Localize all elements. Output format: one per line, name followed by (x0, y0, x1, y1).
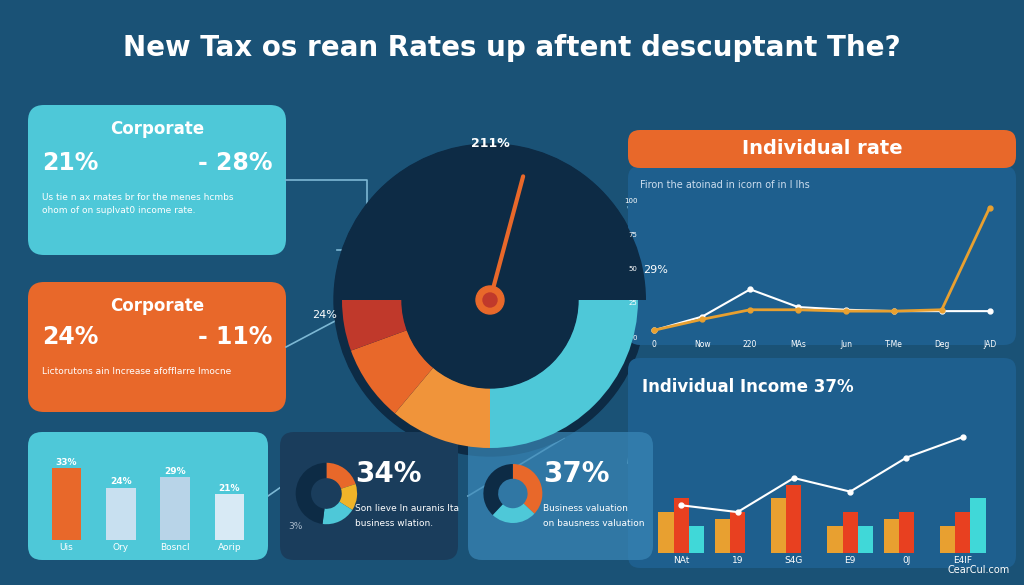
FancyBboxPatch shape (628, 358, 1016, 568)
Text: 33%: 33% (56, 458, 78, 467)
Text: - 28%: - 28% (198, 151, 272, 175)
Wedge shape (493, 504, 535, 523)
FancyBboxPatch shape (628, 130, 1016, 168)
Text: Individual Income 37%: Individual Income 37% (642, 378, 854, 396)
Circle shape (483, 293, 497, 307)
Text: - 11%: - 11% (198, 325, 272, 349)
Bar (955, 512, 971, 553)
Text: 34%: 34% (355, 460, 422, 488)
FancyBboxPatch shape (28, 282, 286, 412)
Bar (971, 498, 986, 553)
Text: 37%: 37% (543, 460, 609, 488)
Bar (940, 526, 955, 553)
FancyBboxPatch shape (468, 432, 653, 560)
Text: CearCul.com: CearCul.com (948, 565, 1010, 575)
Text: Individual rate: Individual rate (741, 139, 902, 159)
Text: 21%: 21% (219, 484, 241, 493)
Bar (51, 468, 82, 540)
Wedge shape (339, 484, 357, 510)
Text: 3%: 3% (288, 522, 302, 531)
Text: New Tax os rean Rates up aftent descuptant The?: New Tax os rean Rates up aftent descupta… (123, 34, 901, 62)
Text: Corporate: Corporate (110, 297, 204, 315)
Text: Business valuation: Business valuation (543, 504, 628, 513)
Wedge shape (334, 144, 646, 300)
Circle shape (334, 144, 646, 456)
Bar (843, 512, 858, 553)
Wedge shape (327, 463, 355, 488)
Text: Us tie n ax rnates br for the menes hcmbs
ohom of on suplvat0 income rate.: Us tie n ax rnates br for the menes hcmb… (42, 193, 233, 215)
Text: 21%: 21% (42, 151, 98, 175)
Text: 29%: 29% (164, 467, 186, 476)
Wedge shape (342, 300, 408, 350)
Bar (771, 498, 786, 553)
FancyBboxPatch shape (28, 105, 286, 255)
Bar (786, 485, 802, 553)
Circle shape (476, 286, 504, 314)
FancyBboxPatch shape (280, 432, 458, 560)
Bar (214, 494, 245, 540)
FancyBboxPatch shape (628, 166, 1016, 345)
Text: 24%: 24% (42, 325, 98, 349)
Bar (730, 512, 745, 553)
Bar (658, 512, 674, 553)
Text: business wlation.: business wlation. (355, 519, 433, 528)
Text: 24%: 24% (312, 310, 337, 320)
Bar (160, 477, 190, 540)
Wedge shape (490, 300, 638, 448)
Bar (884, 519, 899, 553)
FancyBboxPatch shape (28, 432, 268, 560)
Text: 29%: 29% (643, 265, 668, 275)
Wedge shape (513, 464, 543, 514)
Bar (689, 526, 703, 553)
Text: Corporate: Corporate (110, 120, 204, 138)
Bar (858, 526, 873, 553)
Wedge shape (395, 367, 490, 448)
Text: Son lieve In auranis Ita: Son lieve In auranis Ita (355, 504, 459, 513)
Bar (674, 498, 689, 553)
Wedge shape (483, 464, 513, 515)
Circle shape (402, 212, 578, 388)
Wedge shape (351, 330, 433, 414)
Text: Firon the atoinad in icorn of in l lhs: Firon the atoinad in icorn of in l lhs (640, 180, 810, 190)
Wedge shape (296, 463, 327, 524)
Bar (715, 519, 730, 553)
Wedge shape (323, 502, 352, 524)
Text: on bausness valuation: on bausness valuation (543, 519, 644, 528)
Text: Lictorutons ain Increase afofflarre Imocne: Lictorutons ain Increase afofflarre Imoc… (42, 367, 231, 376)
Bar (105, 487, 136, 540)
Bar (899, 512, 914, 553)
Text: 211%: 211% (471, 137, 509, 150)
Text: 24%: 24% (110, 477, 132, 487)
Bar (827, 526, 843, 553)
